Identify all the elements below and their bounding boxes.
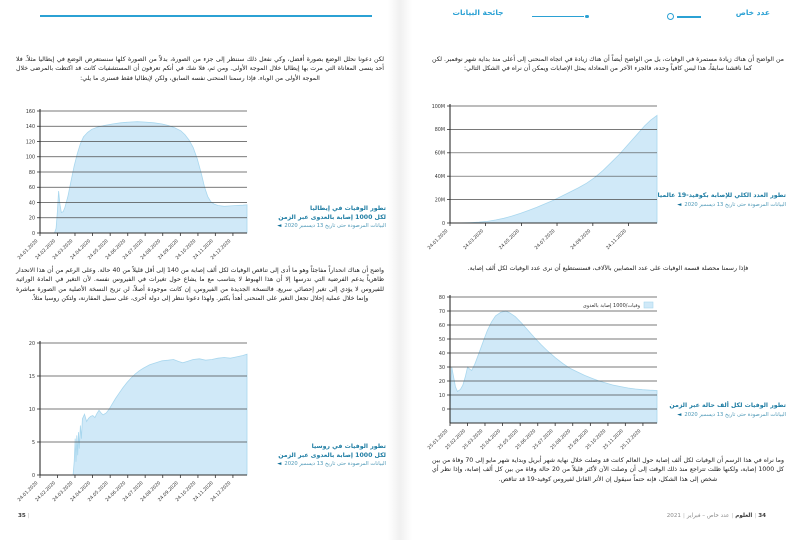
chart-caption: تطور العدد الكلي للإصابة بكوفيد-19 عالمي… <box>626 192 787 209</box>
caption-title: تطور العدد الكلي للإصابة بكوفيد-19 عالمي… <box>657 192 787 199</box>
area-series <box>449 114 658 224</box>
y-tick-label: 20 <box>439 379 445 385</box>
y-tick-label: 0 <box>442 407 445 413</box>
x-tick-label: 24.07.2020 <box>534 228 557 251</box>
y-tick-label: 0 <box>32 473 35 479</box>
y-tick-label: 10 <box>29 407 35 413</box>
footer-left: 35 | <box>18 513 30 519</box>
y-tick-label: 60 <box>29 185 35 191</box>
area-series <box>40 121 248 234</box>
chart-italy-deaths-per-1000: 0 20 40 60 80 100 120 140 160 24.01.2020 24.02.202… <box>14 106 258 274</box>
caption-note: البيانات المرصودة حتى تاريخ 13 ديسمبر 20… <box>277 461 386 468</box>
area-series <box>40 353 248 476</box>
title-dot-icon <box>585 14 589 18</box>
chart-caption: تطور الوفيات في إيطاليا لكل 1000 إصابة ب… <box>226 205 386 230</box>
y-tick-label: 60M <box>435 151 445 157</box>
chart-svg-italy-deaths-per-1000: 02040608010012014016024.01.202024.02.202… <box>17 109 248 261</box>
pointer-icon: ◄ <box>277 461 282 468</box>
issue-rule <box>677 16 701 18</box>
y-tick-label: 20 <box>29 341 35 347</box>
y-tick-label: 80 <box>29 170 35 176</box>
legend-swatch <box>643 301 654 309</box>
caption-note: البيانات المرصودة حتى تاريخ 13 ديسمبر 20… <box>677 201 786 208</box>
footer-page-number: 35 <box>18 513 26 519</box>
x-tick-label: 24.01.2020 <box>427 228 450 251</box>
x-tick-label: 24.03.2020 <box>462 228 485 251</box>
legend-label: وفيات/1000 إصابة بالعدوى <box>583 303 641 309</box>
caption-title: تطور الوفيات لكل ألف حالة عبر الزمن <box>669 402 786 409</box>
pointer-icon: ◄ <box>677 411 682 418</box>
issue-label: عدد خاص <box>735 8 770 17</box>
y-tick-label: 5 <box>32 440 35 446</box>
y-tick-label: 60 <box>439 323 445 329</box>
title-rule <box>532 16 584 18</box>
footer-page-number: 34 <box>758 513 766 519</box>
footer-year: 2021 <box>666 513 681 519</box>
x-tick-label: 24.11.2020 <box>605 228 628 251</box>
y-tick-label: 0 <box>32 231 35 237</box>
body-paragraph: من الواضح أن هناك زيادة مستمرة في الوفيا… <box>432 56 784 73</box>
y-tick-label: 80 <box>439 295 445 301</box>
chart-global-cases: 0 20M 40M 60M 80M 100M 24.01.2020 24.03.2020 24.… <box>424 101 668 261</box>
chart-caption: تطور الوفيات في روسيا لكل 1000 إصابة بال… <box>226 443 386 468</box>
y-tick-label: 20M <box>435 197 445 203</box>
y-tick-label: 40 <box>439 351 445 357</box>
chart-svg-world-deaths-per-1000: 0102030405060708025.01.202025.02.202025.… <box>427 295 658 451</box>
body-paragraph: لكن دعونا نحلل الوضع بصورة أفضل، وكي نفع… <box>16 56 384 82</box>
y-tick-label: 40 <box>29 200 35 206</box>
y-tick-label: 15 <box>29 374 35 380</box>
chart-world-deaths-per-1000: 0 10 20 30 40 50 60 70 80 25.01.2020 25.02.2020 25.… <box>424 292 668 468</box>
body-paragraph: واضح أن هناك انحداراً مفاجئاً وهو ما أدى… <box>16 267 384 303</box>
caption-title: تطور الوفيات في إيطاليا <box>310 205 386 212</box>
footer-magazine-name: العلوم <box>735 513 753 519</box>
body-paragraph: فإذا رسمنا محصلة قسمة الوفيات على عدد ال… <box>467 265 749 272</box>
x-tick-label: 24.09.2020 <box>569 228 592 251</box>
pointer-icon: ◄ <box>277 223 282 230</box>
pointer-icon: ◄ <box>677 201 682 208</box>
caption-note: البيانات المرصودة حتى تاريخ 13 ديسمبر 20… <box>277 223 386 230</box>
y-tick-label: 120 <box>26 139 35 145</box>
y-tick-label: 100 <box>26 155 35 161</box>
y-tick-label: 0 <box>442 221 445 227</box>
caption-title: تطور الوفيات في روسيا <box>311 443 386 450</box>
y-tick-label: 40M <box>435 174 445 180</box>
y-tick-label: 50 <box>439 337 445 343</box>
x-tick-label: 24.05.2020 <box>498 228 521 251</box>
y-tick-label: 70 <box>439 309 445 315</box>
caption-subtitle: لكل 1000 إصابة بالعدوى عبر الزمن <box>278 213 386 221</box>
y-tick-label: 80M <box>435 127 445 133</box>
header-rule <box>40 15 372 17</box>
y-tick-label: 100M <box>432 104 445 110</box>
y-tick-label: 160 <box>26 109 35 115</box>
y-tick-label: 10 <box>439 393 445 399</box>
spread-title: جائحة البيانات <box>452 8 504 17</box>
issue-ring-icon <box>667 13 674 20</box>
y-tick-label: 140 <box>26 124 35 130</box>
chart-caption: تطور الوفيات لكل ألف حالة عبر الزمن البي… <box>626 402 786 419</box>
y-tick-label: 30 <box>439 365 445 371</box>
page-gutter <box>388 0 412 540</box>
chart-svg-russia-deaths-per-1000: 0510152024.01.202024.02.202024.03.202024… <box>17 341 248 503</box>
caption-subtitle: لكل 1000 إصابة بالعدوى عبر الزمن <box>278 451 386 459</box>
body-paragraph: وما نراه في هذا الرسم أن الوفيات لكل ألف… <box>432 457 784 483</box>
footer-right: 34|العلوم|عدد خاص – فبراير|2021 <box>666 513 766 519</box>
y-tick-label: 20 <box>29 216 35 222</box>
chart-russia-deaths-per-1000: 0 5 10 15 20 24.01.2020 24.02.2020 24.03.2020 24… <box>14 337 258 513</box>
footer-issue: عدد خاص – فبراير <box>686 513 730 519</box>
caption-note: البيانات المرصودة حتى تاريخ 13 ديسمبر 20… <box>677 411 786 418</box>
chart-svg-global-cases: 0 20M 40M 60M 80M 100M 24.01.2020 24.03.2020 24.… <box>427 104 658 251</box>
